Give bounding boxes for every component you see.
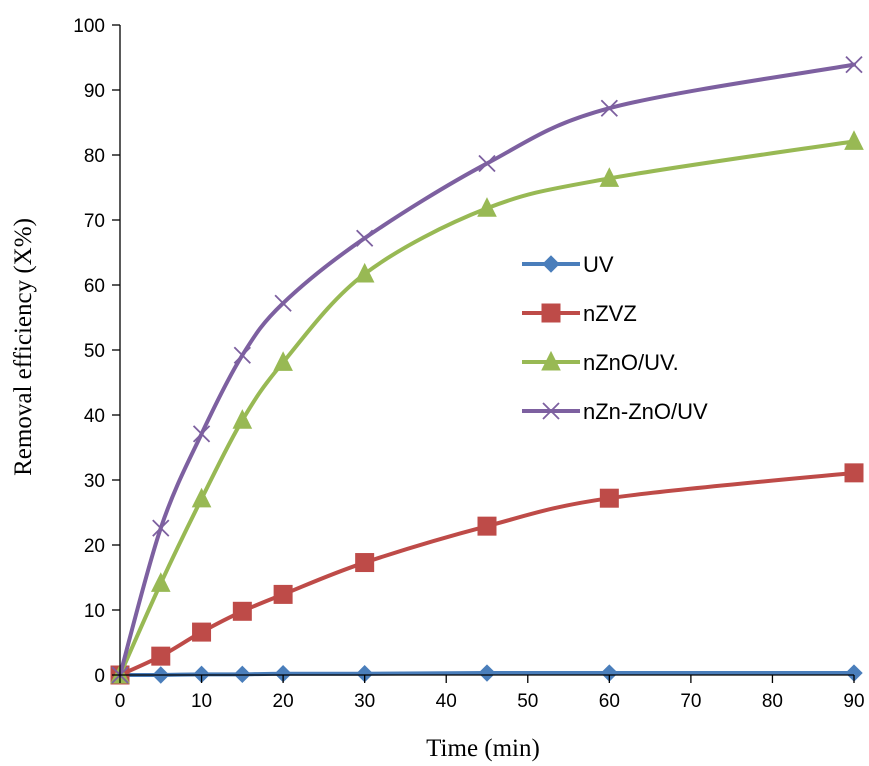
y-tick-label: 100 xyxy=(73,16,105,37)
legend-item: nZnO/UV. xyxy=(522,350,679,375)
tick-labels: 0 10 20 30 40 50 60 70 80 90 100 0 10 20 30 40 50 60 70 80 9… xyxy=(73,16,864,712)
series-line xyxy=(118,139,856,677)
legend-swatch-marker xyxy=(542,402,560,420)
series-nzno-uv- xyxy=(110,130,864,684)
data-point xyxy=(355,553,375,573)
data-point xyxy=(233,346,251,364)
axes xyxy=(112,24,855,683)
data-point xyxy=(191,487,212,508)
y-tick-label: 50 xyxy=(84,341,105,362)
y-tick-label: 70 xyxy=(84,211,105,232)
y-tick-label: 90 xyxy=(84,81,105,102)
legend: UV nZVZ nZnO/UV. nZn-ZnO/UV xyxy=(522,252,708,424)
data-point xyxy=(232,409,253,429)
data-point xyxy=(844,463,864,483)
y-tick-label: 10 xyxy=(84,601,105,622)
data-point xyxy=(150,572,171,592)
x-tick-label: 30 xyxy=(354,691,375,712)
data-point xyxy=(844,130,864,150)
y-tick-label: 40 xyxy=(84,406,105,427)
x-axis-title: Time (min) xyxy=(426,735,540,762)
legend-label: nZnO/UV. xyxy=(583,350,679,375)
data-point xyxy=(192,622,212,642)
legend-label: UV xyxy=(583,252,614,277)
data-point xyxy=(478,664,496,682)
y-tick-label: 20 xyxy=(84,536,105,557)
y-tick-label: 30 xyxy=(84,471,105,492)
data-point xyxy=(599,167,620,187)
series-line xyxy=(118,470,856,677)
x-tick-label: 50 xyxy=(517,691,538,712)
data-point xyxy=(151,646,171,666)
data-point xyxy=(273,584,293,604)
series-nzvz xyxy=(110,463,864,685)
x-tick-label: 10 xyxy=(191,691,212,712)
y-tick-label: 80 xyxy=(84,146,105,167)
legend-item: nZn-ZnO/UV xyxy=(522,399,708,424)
data-point xyxy=(274,294,292,312)
legend-item: nZVZ xyxy=(522,301,637,326)
y-tick-label: 60 xyxy=(84,276,105,297)
x-tick-label: 40 xyxy=(436,691,457,712)
data-point xyxy=(478,154,496,173)
legend-label: nZVZ xyxy=(583,301,637,326)
legend-swatch-marker xyxy=(541,350,561,371)
data-point xyxy=(477,516,497,536)
y-tick-label: 0 xyxy=(94,666,105,687)
data-point xyxy=(599,488,619,508)
x-tick-label: 20 xyxy=(273,691,294,712)
data-point xyxy=(477,197,497,217)
x-tick-label: 80 xyxy=(762,691,783,712)
x-tick-label: 0 xyxy=(115,691,126,712)
x-tick-label: 70 xyxy=(680,691,701,712)
data-point xyxy=(232,601,252,621)
series-nzn-zno-uv xyxy=(111,56,863,684)
data-point xyxy=(356,229,374,247)
x-tick-label: 60 xyxy=(599,691,620,712)
data-point xyxy=(600,99,618,117)
series-uv xyxy=(111,664,863,684)
data-point xyxy=(273,351,293,371)
legend-swatch-marker xyxy=(542,255,560,273)
legend-swatch-marker xyxy=(541,303,561,323)
data-point xyxy=(192,425,211,443)
y-axis-title: Removal efficiency (X%) xyxy=(10,218,37,476)
legend-item: UV xyxy=(522,252,614,277)
legend-label: nZn-ZnO/UV xyxy=(583,399,708,424)
data-point xyxy=(354,262,375,283)
plot-area xyxy=(110,56,864,685)
x-tick-label: 90 xyxy=(843,691,864,712)
data-point xyxy=(152,519,170,537)
data-point xyxy=(845,56,863,74)
